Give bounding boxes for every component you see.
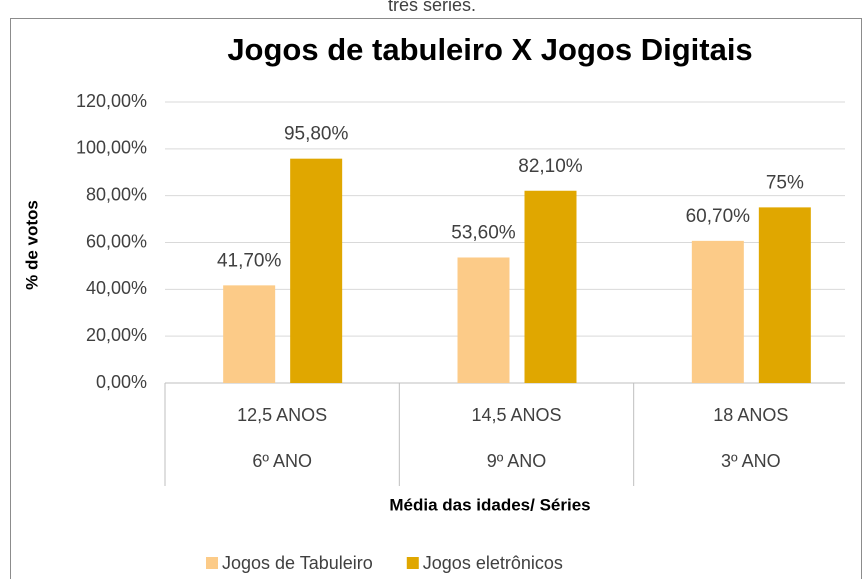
value-label: 60,70% (686, 206, 751, 227)
x-tick-label: 14,5 ANOS (471, 405, 561, 425)
x-tick-label: 18 ANOS (713, 405, 788, 425)
y-tick-label: 0,00% (96, 372, 147, 392)
x-tick-label: 6º ANO (252, 451, 312, 471)
x-tick-label: 3º ANO (721, 451, 781, 471)
y-tick-label: 60,00% (86, 231, 147, 251)
x-tick-label: 9º ANO (487, 451, 547, 471)
y-tick-label: 100,00% (76, 138, 147, 158)
value-label: 53,60% (451, 223, 516, 244)
legend-label: Jogos de Tabuleiro (222, 553, 373, 573)
bar (457, 257, 510, 383)
value-label: 41,70% (217, 250, 282, 271)
chart-title: Jogos de tabuleiro X Jogos Digitais (227, 32, 752, 67)
legend-swatch (406, 557, 419, 569)
x-axis-title: Média das idades/ Séries (389, 495, 590, 514)
bar (524, 190, 577, 383)
bar (223, 285, 276, 383)
legend-label: Jogos eletrônicos (423, 553, 563, 573)
legend-swatch (206, 557, 218, 569)
y-tick-label: 40,00% (86, 278, 147, 298)
y-tick-label: 20,00% (86, 325, 147, 345)
y-axis-title: % de votos (22, 200, 41, 290)
page-text: três séries. (388, 0, 476, 15)
x-tick-label: 12,5 ANOS (237, 405, 327, 425)
y-tick-label: 80,00% (86, 184, 147, 204)
y-tick-label: 120,00% (76, 91, 147, 111)
value-label: 75% (766, 172, 804, 193)
bar (691, 240, 744, 383)
bar (290, 158, 343, 383)
bar (758, 207, 811, 383)
value-label: 95,80% (284, 124, 349, 145)
value-label: 82,10% (518, 156, 583, 177)
